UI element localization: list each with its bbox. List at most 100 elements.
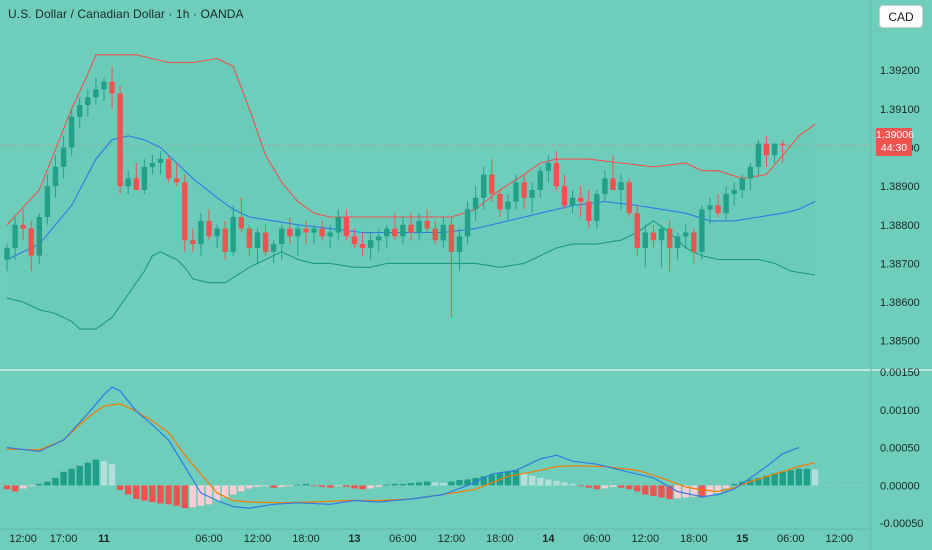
candle[interactable]	[190, 228, 196, 252]
candle[interactable]	[658, 224, 665, 268]
candle[interactable]	[771, 143, 778, 163]
candle[interactable]	[610, 155, 616, 190]
candle[interactable]	[77, 97, 83, 129]
candle[interactable]	[238, 197, 244, 233]
candle[interactable]	[424, 209, 430, 233]
candle[interactable]	[448, 217, 455, 318]
candles-layer[interactable]	[4, 66, 786, 318]
candle[interactable]	[149, 155, 156, 175]
candle[interactable]	[521, 174, 527, 210]
candle[interactable]	[198, 213, 204, 256]
candle[interactable]	[674, 232, 681, 260]
candle[interactable]	[513, 174, 519, 210]
candle[interactable]	[165, 155, 172, 183]
candle[interactable]	[270, 240, 277, 264]
candle[interactable]	[335, 209, 341, 241]
candle[interactable]	[36, 213, 42, 264]
candle[interactable]	[287, 217, 293, 245]
candle[interactable]	[400, 217, 406, 245]
candle[interactable]	[497, 190, 503, 218]
candle[interactable]	[20, 209, 26, 241]
candle[interactable]	[52, 155, 59, 198]
candle[interactable]	[351, 228, 358, 248]
candle[interactable]	[109, 66, 115, 109]
candle[interactable]	[529, 182, 535, 214]
candle[interactable]	[578, 186, 584, 218]
candle[interactable]	[416, 213, 422, 241]
candle[interactable]	[456, 228, 463, 272]
candle[interactable]	[117, 85, 123, 194]
candle[interactable]	[505, 193, 511, 221]
candle[interactable]	[174, 162, 180, 187]
candle[interactable]	[739, 174, 745, 198]
candle[interactable]	[634, 205, 640, 256]
candle[interactable]	[367, 232, 374, 260]
candle[interactable]	[594, 190, 600, 229]
candle[interactable]	[44, 174, 51, 225]
candle[interactable]	[489, 159, 495, 202]
candle[interactable]	[12, 217, 18, 260]
candle[interactable]	[319, 220, 325, 241]
candle[interactable]	[254, 228, 261, 264]
candle[interactable]	[723, 186, 729, 221]
candle[interactable]	[343, 209, 350, 241]
candle[interactable]	[618, 174, 624, 210]
candle[interactable]	[642, 224, 648, 268]
candle[interactable]	[392, 213, 398, 241]
candle[interactable]	[246, 224, 253, 256]
candle[interactable]	[699, 205, 705, 260]
candle[interactable]	[182, 174, 188, 252]
candle[interactable]	[68, 108, 75, 156]
candle[interactable]	[359, 232, 366, 256]
candle[interactable]	[666, 220, 673, 272]
candle[interactable]	[376, 228, 382, 252]
candle[interactable]	[262, 224, 269, 256]
candle[interactable]	[384, 224, 390, 248]
candle[interactable]	[731, 182, 737, 206]
candle[interactable]	[141, 159, 148, 194]
candle[interactable]	[85, 89, 91, 117]
candle[interactable]	[408, 213, 414, 241]
currency-button[interactable]: CAD	[879, 5, 923, 28]
candle[interactable]	[780, 139, 786, 163]
candle[interactable]	[93, 77, 99, 105]
candle[interactable]	[707, 197, 713, 225]
candle[interactable]	[157, 151, 164, 175]
candle[interactable]	[28, 220, 34, 272]
candle[interactable]	[230, 205, 236, 256]
candle[interactable]	[222, 220, 228, 260]
candle[interactable]	[602, 170, 608, 202]
candle[interactable]	[545, 155, 552, 183]
candle[interactable]	[561, 174, 568, 210]
candle[interactable]	[295, 224, 301, 256]
candle[interactable]	[755, 139, 762, 175]
candle[interactable]	[763, 135, 770, 167]
candle[interactable]	[327, 224, 333, 248]
candle[interactable]	[206, 209, 212, 241]
candle[interactable]	[432, 220, 438, 245]
candle[interactable]	[472, 186, 479, 221]
candle[interactable]	[626, 178, 632, 218]
candle[interactable]	[4, 244, 10, 272]
candle[interactable]	[481, 166, 487, 210]
candle[interactable]	[125, 170, 131, 194]
candle[interactable]	[691, 228, 697, 264]
candle[interactable]	[133, 162, 139, 190]
candle[interactable]	[311, 224, 317, 245]
candle[interactable]	[303, 220, 309, 245]
candle[interactable]	[650, 224, 657, 248]
candle[interactable]	[214, 224, 220, 248]
candle[interactable]	[586, 190, 592, 229]
candle[interactable]	[683, 224, 689, 248]
candle[interactable]	[464, 201, 471, 245]
candle[interactable]	[279, 224, 285, 260]
candle[interactable]	[60, 135, 67, 179]
candle[interactable]	[553, 151, 560, 190]
candle[interactable]	[747, 162, 754, 190]
candle[interactable]	[101, 77, 107, 102]
candle[interactable]	[715, 193, 721, 218]
candle[interactable]	[537, 166, 543, 198]
candle[interactable]	[440, 217, 446, 248]
candle[interactable]	[569, 190, 576, 214]
